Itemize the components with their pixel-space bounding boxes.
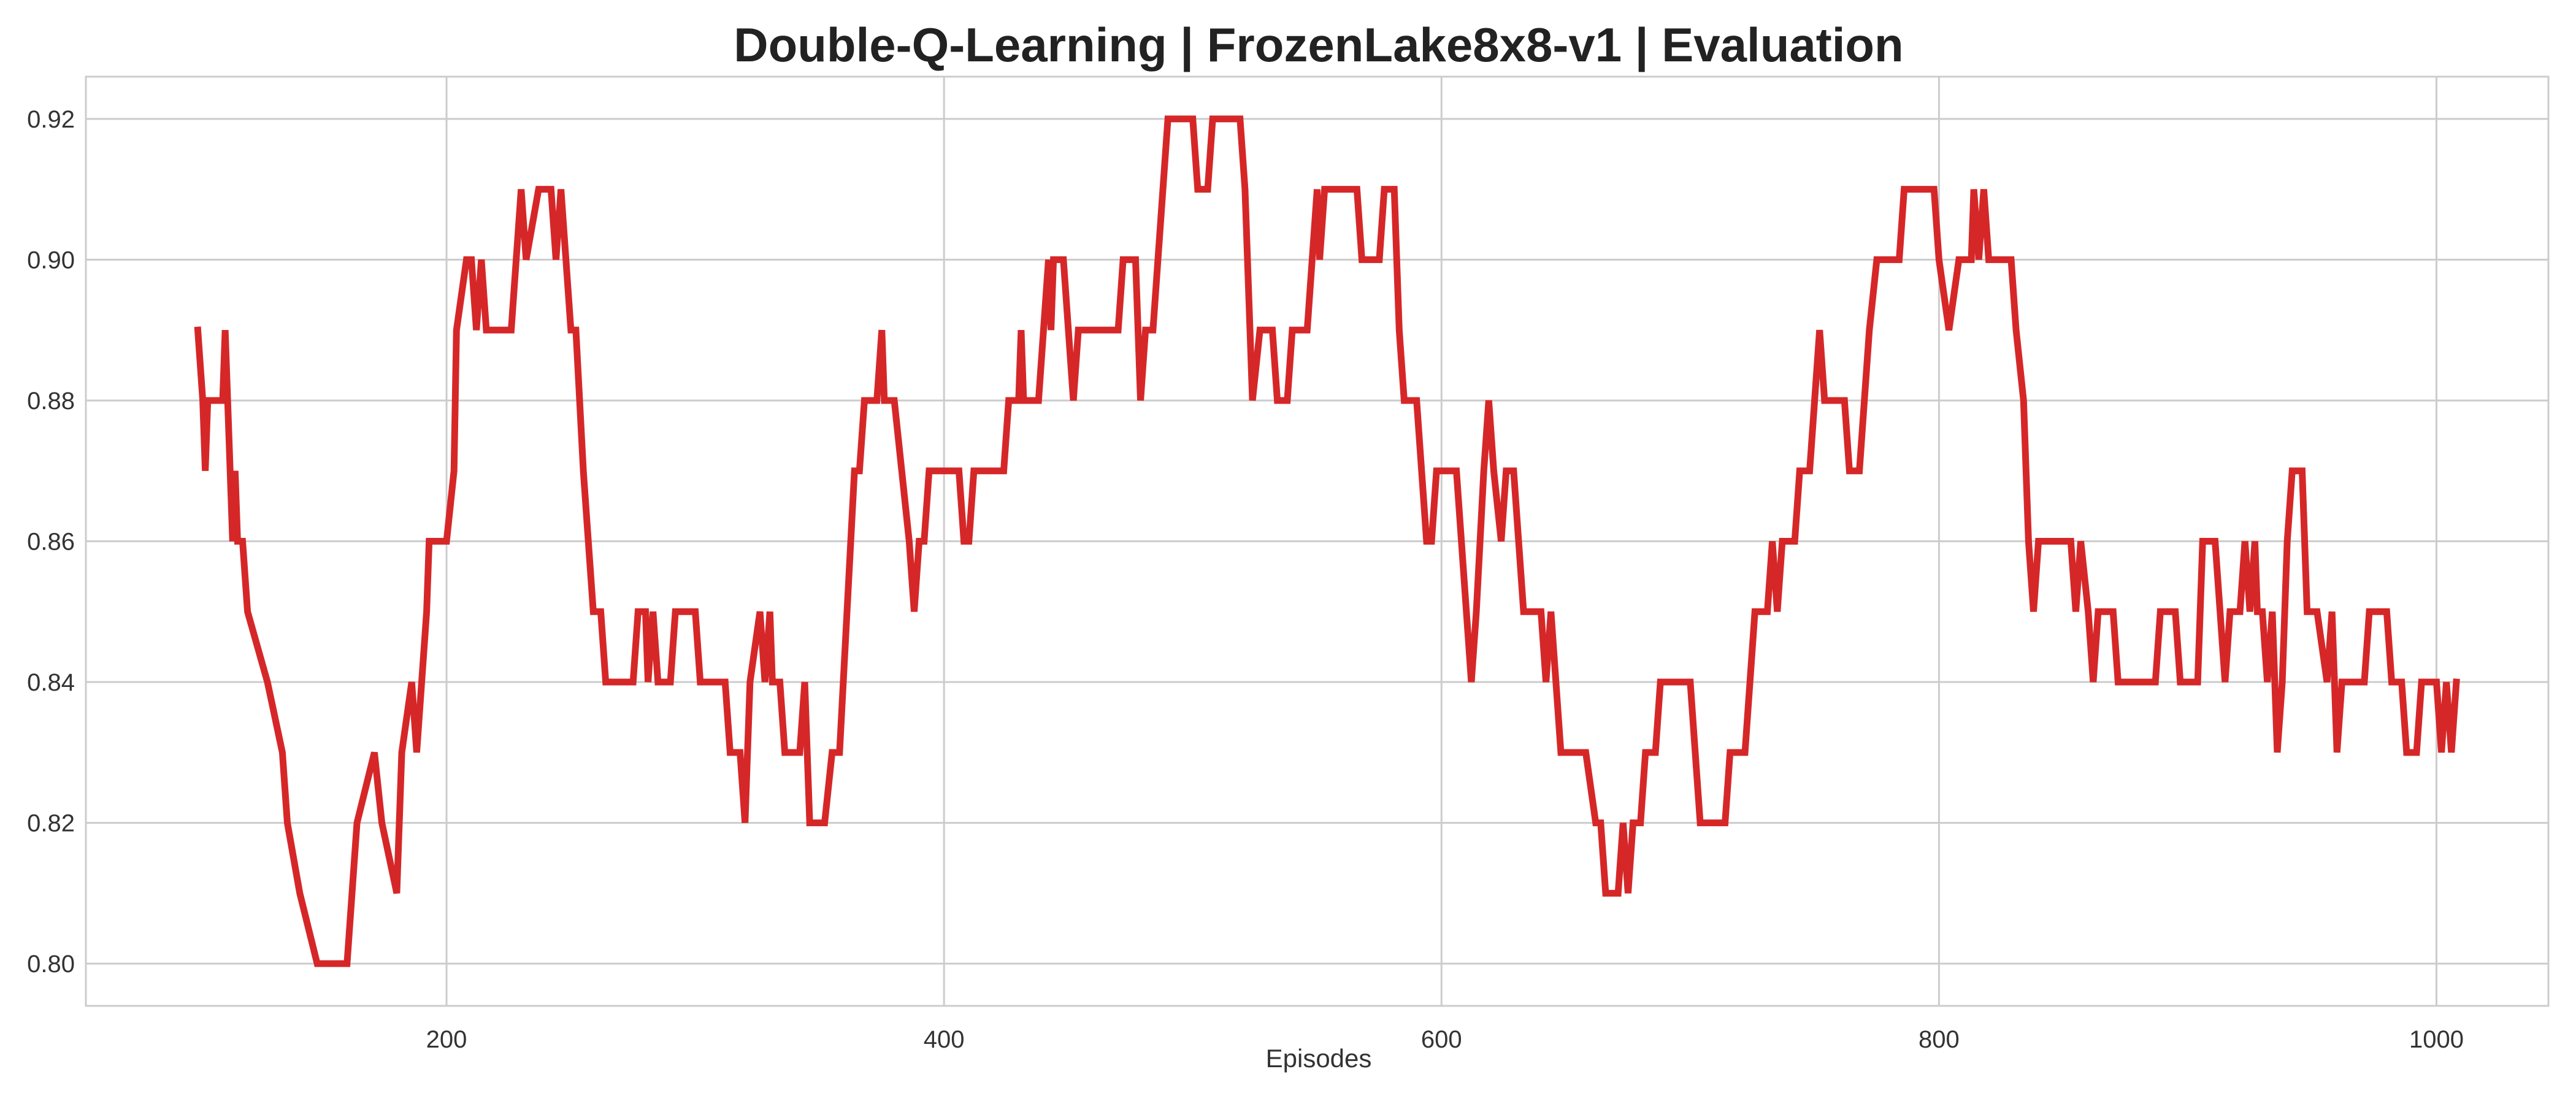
plot-area-frame	[85, 75, 2550, 1007]
tick-labels: 200 400 600 800 1000 0.80 0.82 0.84 0.86 0.88 0.90…	[27, 106, 2464, 1053]
series-line	[194, 115, 2460, 967]
x-tick-label: 600	[1421, 1026, 1462, 1053]
x-tick-label: 200	[426, 1026, 467, 1053]
x-axis-label: Episodes	[1266, 1044, 1372, 1073]
y-tick-label: 0.80	[27, 951, 75, 978]
y-tick-label: 0.88	[27, 388, 75, 415]
grid-lines	[86, 77, 2548, 1006]
y-tick-label: 0.92	[27, 106, 75, 133]
x-tick-label: 400	[924, 1026, 965, 1053]
x-tick-label: 800	[1919, 1026, 1960, 1053]
y-tick-label: 0.90	[27, 247, 75, 274]
y-tick-label: 0.84	[27, 669, 75, 696]
series-layer	[194, 115, 2460, 967]
y-tick-label: 0.82	[27, 810, 75, 837]
x-tick-label: 1000	[2409, 1026, 2464, 1053]
y-tick-label: 0.86	[27, 529, 75, 556]
chart-title: Double-Q-Learning | FrozenLake8x8-v1 | E…	[734, 18, 1903, 72]
